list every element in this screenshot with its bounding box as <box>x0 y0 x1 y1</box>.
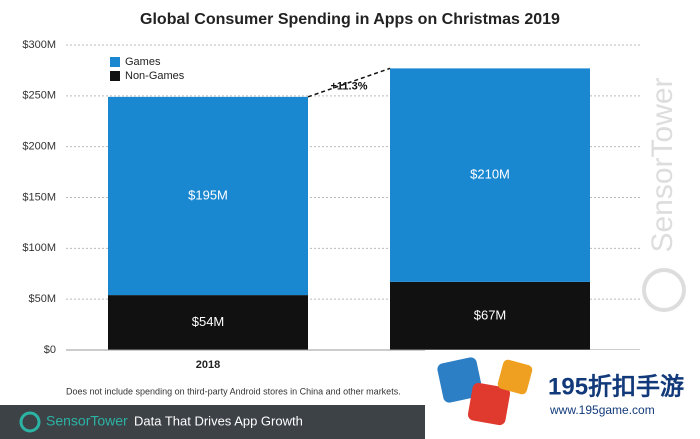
value-label: $210M <box>470 167 510 182</box>
bar-segment <box>108 295 308 350</box>
chart-title: Global Consumer Spending in Apps on Chri… <box>140 11 560 28</box>
value-label: $195M <box>188 187 228 202</box>
footer-brand: SensorTower <box>46 413 128 429</box>
watermark: SensorTower <box>646 77 679 252</box>
legend-swatch <box>110 57 120 67</box>
x-tick-label: 2018 <box>196 359 220 371</box>
growth-annotation: +11.3% <box>330 81 367 93</box>
overlay-url: www.195game.com <box>549 403 655 417</box>
y-tick-label: $100M <box>22 242 56 254</box>
overlay-die <box>497 359 533 395</box>
overlay-die <box>437 357 483 403</box>
y-tick-label: $250M <box>22 90 56 102</box>
bar-segment <box>390 281 590 350</box>
y-tick-label: $150M <box>22 191 56 203</box>
y-tick-label: $200M <box>22 141 56 153</box>
bar-segment <box>390 68 590 282</box>
footer-tagline: Data That Drives App Growth <box>134 413 303 428</box>
overlay-name: 195折扣手游 <box>548 372 684 400</box>
growth-connector <box>307 67 391 98</box>
y-tick-label: $300M <box>22 39 56 51</box>
legend-label: Games <box>125 56 161 68</box>
legend-swatch <box>110 71 120 81</box>
y-tick-label: $0 <box>44 344 56 356</box>
value-label: $67M <box>474 307 507 322</box>
footer-logo <box>19 411 41 433</box>
bar-segment <box>108 96 308 296</box>
watermark-logo <box>642 268 686 312</box>
overlay-die <box>467 382 511 426</box>
value-label: $54M <box>192 314 225 329</box>
footnote: Does not include spending on third-party… <box>66 386 401 396</box>
y-tick-label: $50M <box>28 293 56 305</box>
legend-label: Non-Games <box>125 70 185 82</box>
